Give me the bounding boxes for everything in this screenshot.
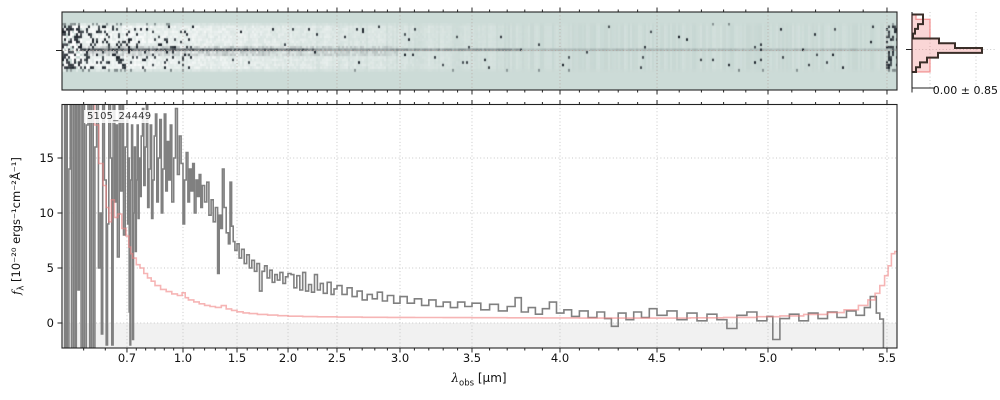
- x-axis-sub: obs: [459, 378, 475, 389]
- lambda-symbol: λ: [451, 371, 460, 385]
- spectrum-2d-frame: [61, 11, 898, 91]
- y-tick-label: 15: [39, 151, 54, 165]
- y-axis-units: [10⁻²⁰ ergs⁻¹cm⁻²Å⁻¹]: [9, 157, 23, 286]
- y-axis-label: fλ [10⁻²⁰ ergs⁻¹cm⁻²Å⁻¹]: [9, 116, 27, 336]
- x-tick-label: 4.5: [648, 351, 666, 365]
- x-tick-label: 5.0: [759, 351, 777, 365]
- x-tick-label: 1.0: [174, 351, 192, 365]
- spectrum-2d-image: [62, 12, 897, 90]
- x-tick-label: 2.0: [279, 351, 297, 365]
- y-axis-sub: λ: [16, 285, 27, 291]
- flux-curve: [63, 105, 885, 348]
- x-tick-label: 2.5: [328, 351, 346, 365]
- flux-symbol: f: [9, 290, 23, 295]
- error-curve: [93, 105, 897, 319]
- main-axes-frame: [61, 103, 898, 349]
- source-id-label: 5105_24449: [84, 110, 155, 123]
- y-tick-label: 10: [39, 206, 54, 220]
- x-tick-label: 3.5: [463, 351, 481, 365]
- x-tick-label: 3.0: [391, 351, 409, 365]
- y-tick-label: 5: [47, 261, 54, 275]
- x-tick-label: 5.5: [878, 351, 896, 365]
- pixel-histogram-data: [912, 13, 983, 73]
- y-tick-label: 0: [47, 316, 54, 330]
- x-axis-units: [μm]: [474, 371, 507, 385]
- x-tick-label: 1.5: [228, 351, 246, 365]
- x-tick-label: 0.7: [118, 351, 136, 365]
- histogram-stats-label: 0.00 ± 0.85: [932, 84, 998, 97]
- x-tick-label: 4.0: [551, 351, 569, 365]
- below-zero-band: [62, 323, 897, 348]
- x-axis-label: λobs [μm]: [379, 371, 579, 388]
